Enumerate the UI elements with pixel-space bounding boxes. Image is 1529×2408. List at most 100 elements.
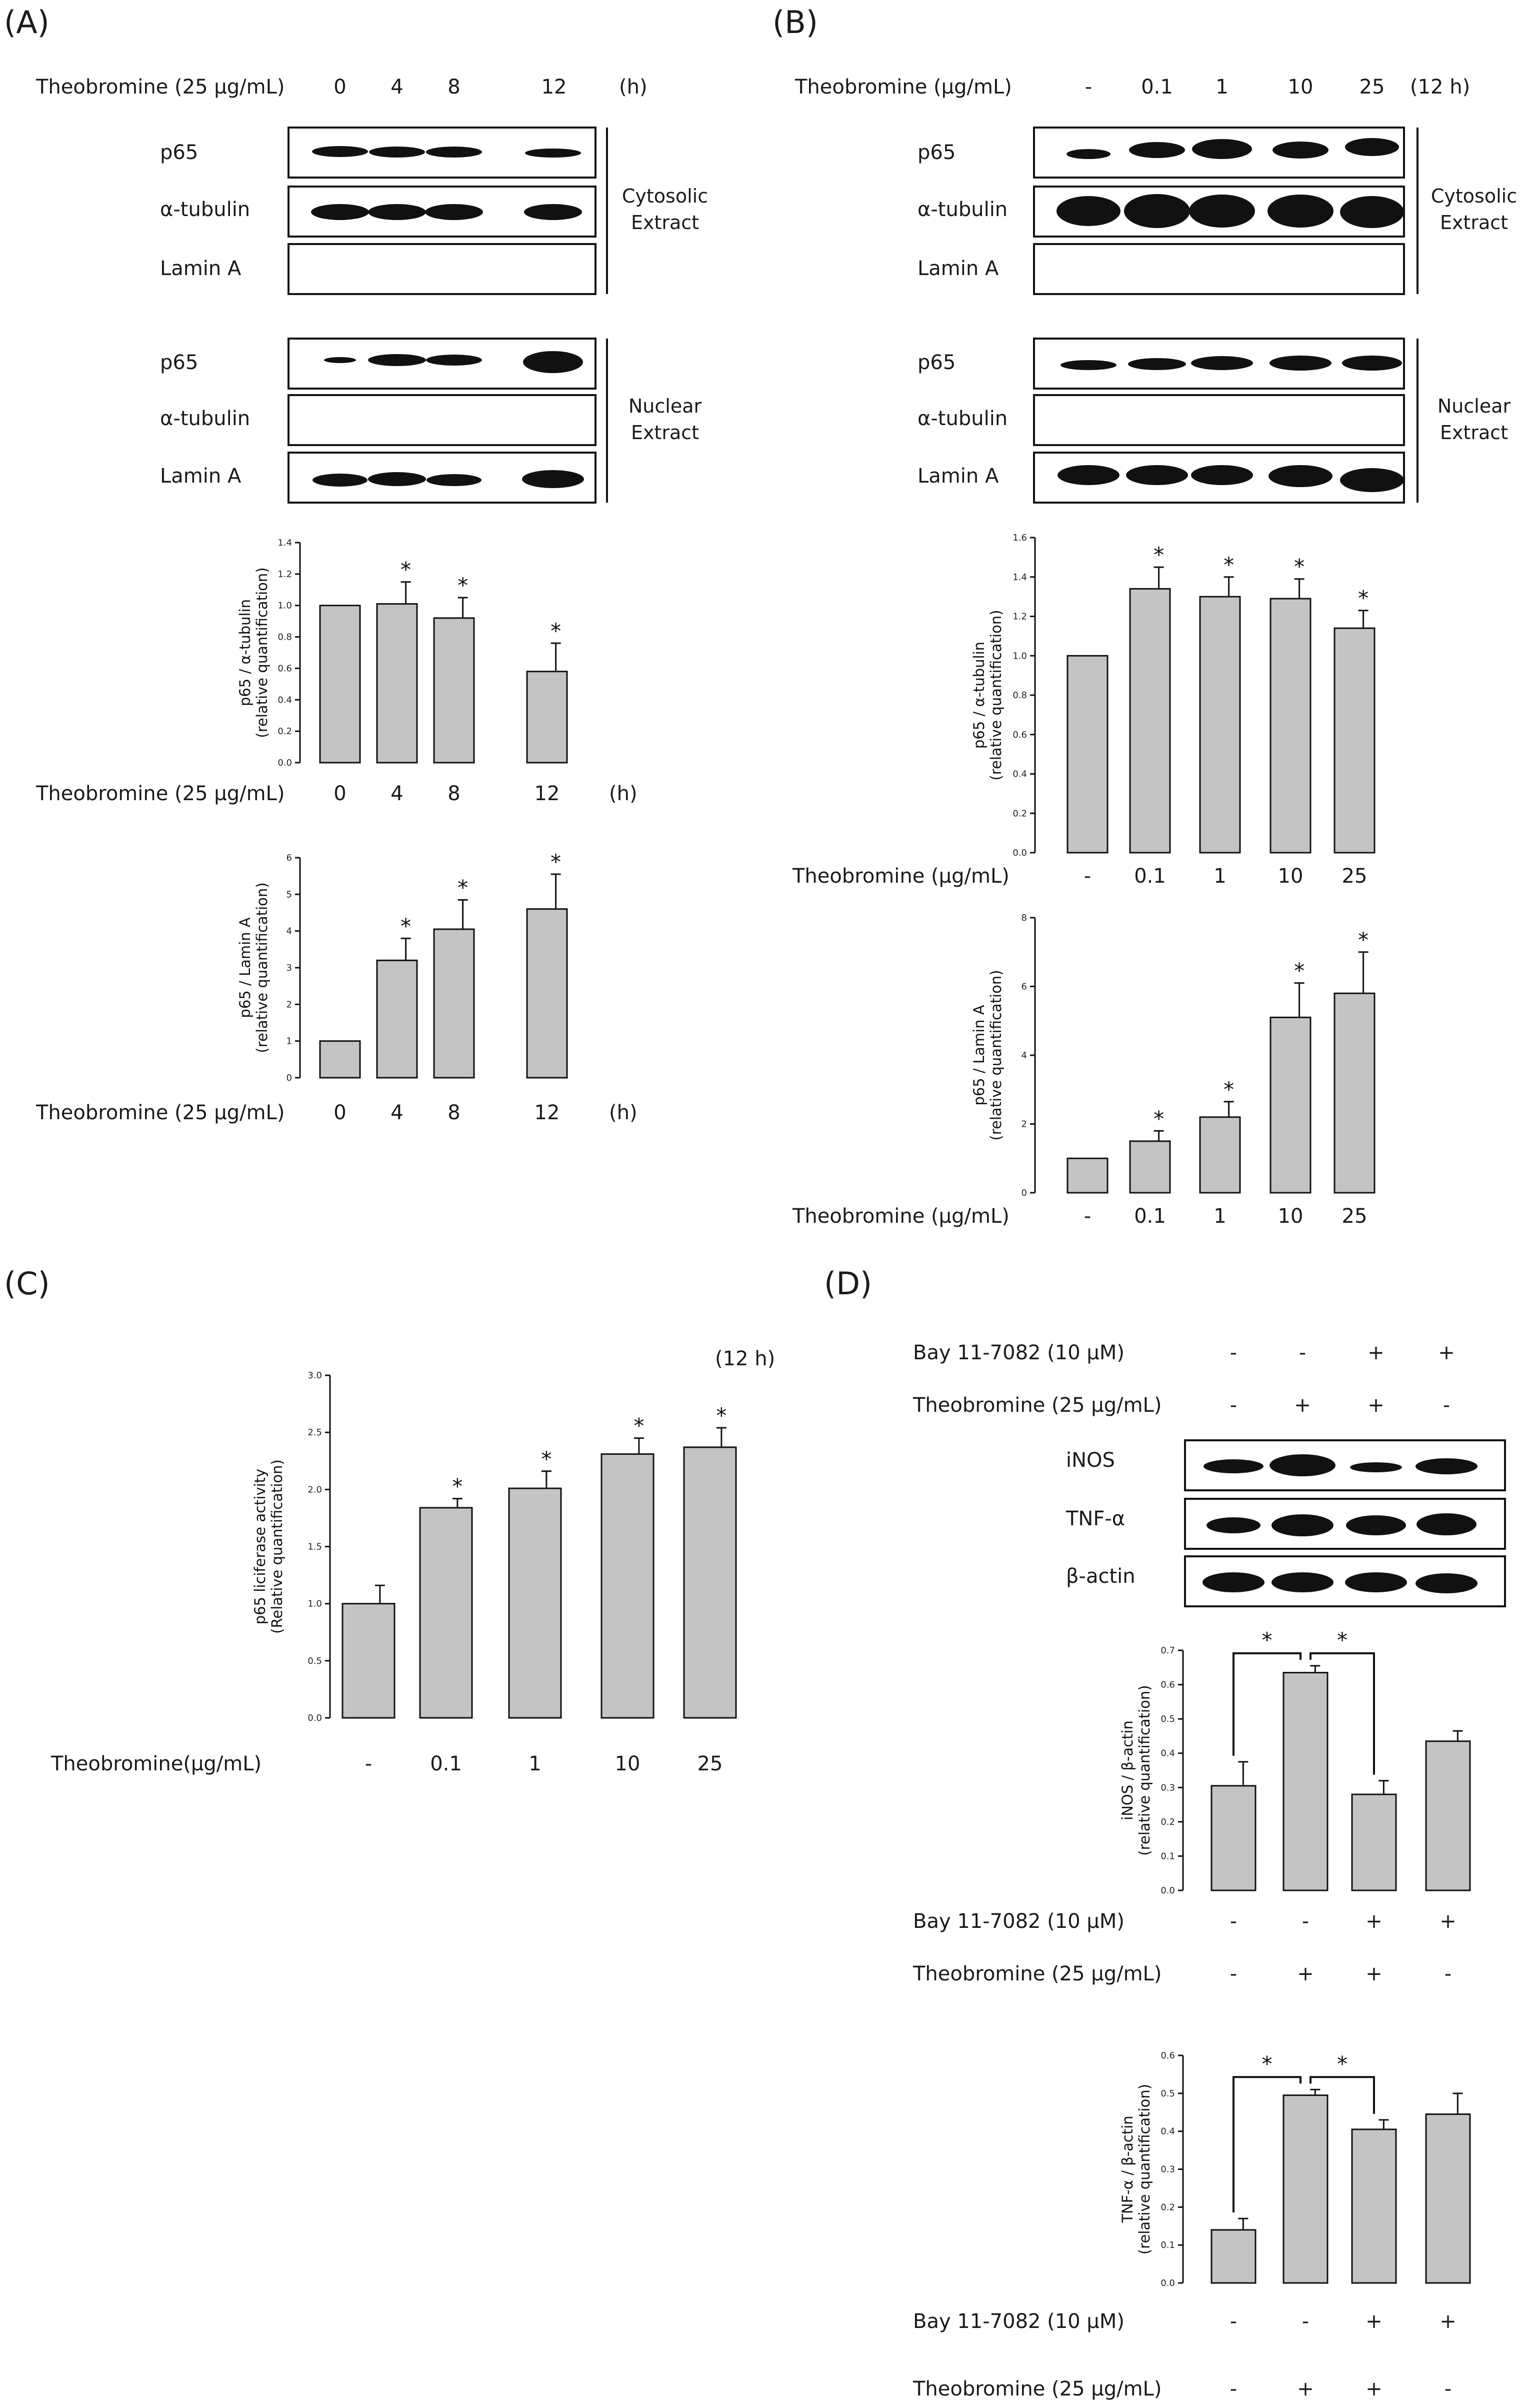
chart-b2-bar: [1334, 992, 1376, 1194]
chart-b1-y-tick-label: 0.2: [1012, 808, 1027, 819]
chart-d2-row2-label: Theobromine (25 μg/mL): [912, 2377, 1162, 2400]
chart-b2-y-tick-label: 2: [1022, 1119, 1027, 1130]
chart-d1-row2-label: Theobromine (25 μg/mL): [912, 1962, 1162, 1985]
panel-a-nuc-label-1: Nuclear: [628, 395, 702, 417]
panel-b-dose-4: 25: [1360, 76, 1385, 99]
chart-d2-row1-sign: +: [1440, 2310, 1456, 2333]
band: [1128, 358, 1186, 370]
band: [1345, 138, 1399, 156]
chart-b1-x-tick-label: 25: [1342, 865, 1368, 888]
chart-b1-x-label: Theobromine (μg/mL): [792, 865, 1010, 888]
panel-b-dose-2: 1: [1216, 76, 1228, 99]
chart-b1-x-tick-label: 1: [1214, 865, 1226, 888]
panel-b-nuc-row-lamin: Lamin A: [918, 465, 999, 488]
band: [1129, 142, 1185, 158]
band: [369, 147, 425, 158]
chart-c-significance: *: [452, 1474, 462, 1499]
chart-d1-y-label: (relative quantification): [1136, 1685, 1153, 1855]
panel-b-blots: Theobromine (μg/mL) - 0.1 1 10 25 (12 h)…: [794, 76, 1517, 504]
band: [1345, 1572, 1407, 1592]
chart-b1-significance: *: [1358, 586, 1368, 611]
chart-b1-y-tick-label: 1.0: [1012, 651, 1027, 661]
chart-d2-y-label: (relative quantification): [1136, 2084, 1153, 2254]
chart-a2-significance: *: [550, 850, 561, 874]
panel-b-cyto-label-1: Cytosolic: [1431, 185, 1517, 207]
panel-a-cyto-row-tubulin: α-tubulin: [160, 198, 250, 221]
band: [1189, 195, 1255, 228]
chart-a1-y-label: (relative quantification): [254, 567, 270, 738]
band: [1124, 194, 1190, 228]
panel-c-timepoint: (12 h): [715, 1347, 775, 1370]
chart-b2-x-tick-label: -: [1084, 1205, 1091, 1228]
chart-b2-bar: [1199, 1116, 1241, 1194]
panel-a-nuc-label-2: Extract: [631, 422, 699, 444]
band: [1204, 1459, 1264, 1473]
band: [311, 204, 369, 220]
panel-d-row1-sign: +: [1368, 1341, 1384, 1364]
chart-d2-bar: [1425, 2113, 1471, 2284]
chart-b2-y-tick-label: 8: [1022, 913, 1027, 923]
panel-a-time-unit: (h): [619, 76, 648, 99]
chart-a2-bar: [319, 1040, 361, 1079]
panel-d-row1-sign: -: [1230, 1341, 1237, 1364]
chart-d1-bar: [1425, 1740, 1471, 1891]
chart-b2-x-tick-label: 25: [1342, 1205, 1368, 1228]
chart-c-x-label: Theobromine(μg/mL): [50, 1752, 262, 1775]
band: [1416, 1458, 1478, 1474]
chart-c-y-tick-label: 1.5: [308, 1542, 322, 1552]
chart-d1-y-tick-label: 0.3: [1160, 1782, 1175, 1793]
chart-d2-row1-sign: -: [1230, 2310, 1237, 2333]
chart-a1-bar: [319, 605, 361, 764]
panel-d-blot-tnf-label: TNF-α: [1066, 1507, 1125, 1530]
chart-d1-y-tick-label: 0.1: [1160, 1851, 1175, 1861]
chart-a2-x-tick-label: 4: [390, 1101, 403, 1124]
chart-d1-y-tick-label: 0.0: [1160, 1885, 1175, 1896]
chart-d2-y-tick-label: 0.6: [1160, 2050, 1175, 2061]
chart-d1-bar: [1210, 1785, 1256, 1891]
chart-b2-significance: *: [1358, 928, 1368, 952]
chart-d1-y-label: iNOS / β-actin: [1119, 1720, 1136, 1820]
chart-b1-bar: [1334, 627, 1376, 854]
panel-a-cyto-row-p65: p65: [160, 141, 198, 164]
band: [368, 472, 426, 486]
band: [1272, 1514, 1334, 1536]
panel-b-nuc-blot-tubulin: [1033, 394, 1405, 446]
panel-b-condition-label: Theobromine (μg/mL): [794, 76, 1012, 99]
chart-b2-significance: *: [1224, 1077, 1234, 1102]
chart-d2-row2-sign: +: [1366, 2377, 1382, 2400]
chart-d1-row1-sign: +: [1440, 1910, 1456, 1933]
panel-a-time-12: 12: [542, 76, 567, 99]
chart-d1-y-tick-label: 0.4: [1160, 1748, 1175, 1759]
chart-d2-comparison-bracket: [1310, 2076, 1375, 2114]
panel-label-d: (D): [824, 1265, 872, 1302]
chart-b1-bar: [1270, 598, 1312, 854]
band: [524, 204, 582, 220]
chart-d2-row2-sign: -: [1444, 2377, 1452, 2400]
chart-d1-row2-sign: -: [1444, 1962, 1452, 1985]
chart-d2-row2-sign: -: [1230, 2377, 1237, 2400]
chart-d2-y-tick-label: 0.2: [1160, 2202, 1175, 2212]
panel-a-cyto-blot-lamin: [288, 243, 596, 295]
chart-a1-bar: [526, 671, 568, 764]
chart-a1-x-tick-label: 8: [448, 782, 460, 805]
chart-d1-row2-sign: +: [1366, 1962, 1382, 1985]
chart-d1-row2-sign: +: [1297, 1962, 1314, 1985]
band: [1060, 360, 1116, 370]
band: [1342, 356, 1402, 371]
chart-a1-x-unit: (h): [609, 782, 638, 805]
panel-d-blots: Bay 11-7082 (10 μM) - - + + Theobromine …: [912, 1341, 1506, 1607]
chart-c-bar: [600, 1453, 654, 1719]
chart-a2-x-tick-label: 0: [334, 1101, 346, 1124]
chart-a2-significance: *: [458, 875, 468, 900]
chart-b1-bar: [1066, 655, 1108, 854]
panel-b-nuc-row-tubulin: α-tubulin: [918, 407, 1008, 430]
chart-a2-bar: [376, 959, 418, 1079]
panel-a-time-0: 0: [334, 76, 346, 99]
chart-d2-bar: [1282, 2094, 1328, 2284]
chart-d2-bar: [1351, 2128, 1397, 2284]
band: [1416, 1573, 1478, 1593]
panel-d-row1-sign: +: [1438, 1341, 1455, 1364]
chart-c-y-label: p65 liciferase activity: [252, 1469, 268, 1624]
chart-a1-bar: [376, 603, 418, 764]
